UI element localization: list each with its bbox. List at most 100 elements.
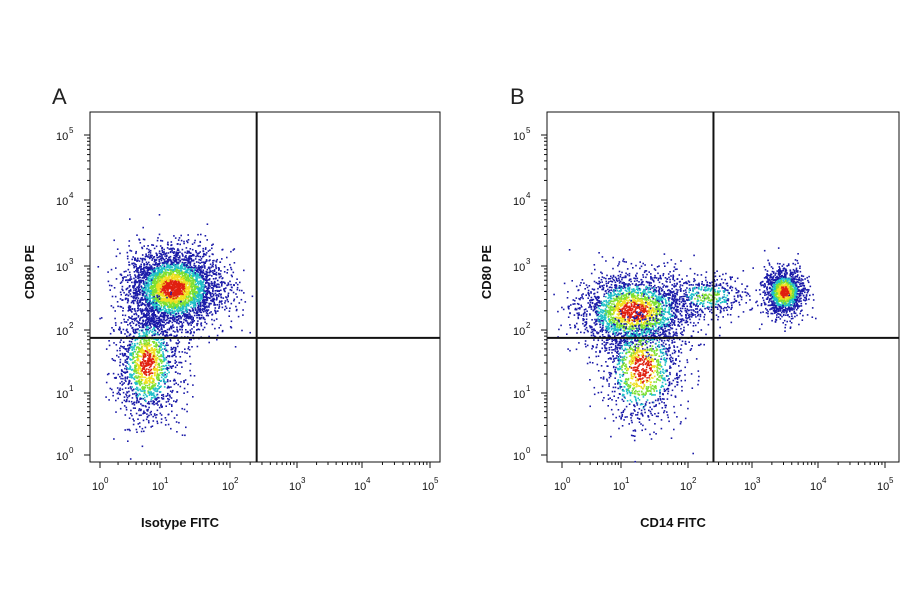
event-dot [155, 285, 158, 287]
event-dot [133, 299, 135, 302]
event-dot [148, 254, 150, 256]
event-dot [117, 305, 119, 308]
event-dot [175, 421, 178, 423]
event-dot [251, 295, 254, 298]
event-dot [221, 300, 223, 302]
event-dot [152, 276, 154, 279]
event-dot [165, 319, 167, 322]
event-dot [160, 281, 162, 283]
event-dot [154, 279, 157, 282]
event-dot [119, 353, 122, 355]
event-dot [148, 368, 150, 371]
event-dot [156, 370, 158, 373]
event-dot [172, 269, 175, 272]
event-dot [162, 293, 164, 296]
event-dot [199, 272, 202, 274]
event-dot [141, 274, 143, 276]
event-dot [201, 309, 204, 312]
event-dot [150, 376, 153, 378]
event-dot [177, 291, 180, 293]
event-dot [203, 300, 205, 302]
event-dot [166, 394, 169, 397]
event-dot [139, 368, 142, 370]
event-dot [119, 375, 121, 378]
event-dot [200, 290, 202, 292]
event-dot [174, 294, 176, 296]
event-dot [160, 280, 163, 282]
event-dot [161, 320, 164, 322]
event-dot [146, 339, 148, 342]
event-dot [193, 304, 196, 307]
event-dot [172, 259, 175, 261]
event-dot [124, 377, 126, 379]
event-dot [152, 306, 154, 308]
event-dot [129, 276, 132, 278]
event-dot [121, 276, 124, 279]
event-dot [162, 332, 164, 335]
event-dot [236, 308, 238, 311]
event-dot [143, 281, 145, 283]
event-dot [143, 303, 146, 306]
event-dot [148, 414, 150, 417]
event-dot [201, 276, 204, 279]
event-dot [135, 250, 137, 253]
event-dot [162, 324, 164, 326]
event-dot [146, 247, 148, 250]
event-dot [133, 289, 135, 291]
event-dot [146, 387, 149, 389]
event-dot [180, 290, 182, 293]
event-dot [165, 299, 168, 301]
event-dot [153, 289, 156, 292]
event-dot [176, 285, 179, 287]
event-dot [114, 295, 117, 298]
event-dot [212, 287, 214, 290]
event-dot [224, 282, 226, 285]
event-dot [187, 383, 189, 386]
event-dot [140, 263, 142, 266]
event-dot [160, 320, 162, 322]
event-dot [138, 367, 141, 369]
event-dot [120, 281, 123, 283]
event-dot [129, 323, 131, 325]
event-dot [158, 351, 161, 354]
event-dot [158, 387, 160, 389]
event-dot [187, 262, 189, 264]
event-dot [167, 292, 169, 295]
event-dot [138, 378, 141, 381]
event-dot [135, 364, 137, 366]
event-dot [153, 268, 155, 271]
event-dot [138, 372, 140, 375]
event-dot [173, 335, 175, 337]
event-dot [162, 353, 164, 355]
event-dot [175, 334, 178, 337]
event-dot [126, 279, 128, 281]
event-dot [167, 355, 169, 357]
event-dot [212, 263, 214, 266]
event-dot [99, 317, 101, 320]
event-dot [156, 393, 159, 396]
event-dot [135, 388, 138, 391]
event-dot [155, 344, 157, 346]
event-dot [152, 368, 154, 371]
event-dot [138, 401, 140, 404]
event-dot [124, 379, 126, 381]
event-dot [133, 265, 136, 268]
event-dot [168, 334, 171, 336]
event-dot [151, 352, 153, 354]
event-dot [168, 282, 170, 284]
event-dot [136, 270, 138, 272]
event-dot [174, 259, 177, 261]
event-dot [157, 269, 159, 272]
event-dot [149, 298, 151, 300]
event-dot [186, 315, 189, 317]
event-dot [148, 267, 151, 269]
event-dot [198, 280, 200, 283]
event-dot [137, 307, 139, 310]
event-dot [204, 248, 207, 250]
event-dot [194, 286, 196, 288]
event-dot [151, 300, 154, 303]
event-dot [146, 270, 149, 272]
event-dot [155, 300, 158, 302]
event-dot [135, 377, 138, 379]
event-dot [156, 372, 159, 375]
